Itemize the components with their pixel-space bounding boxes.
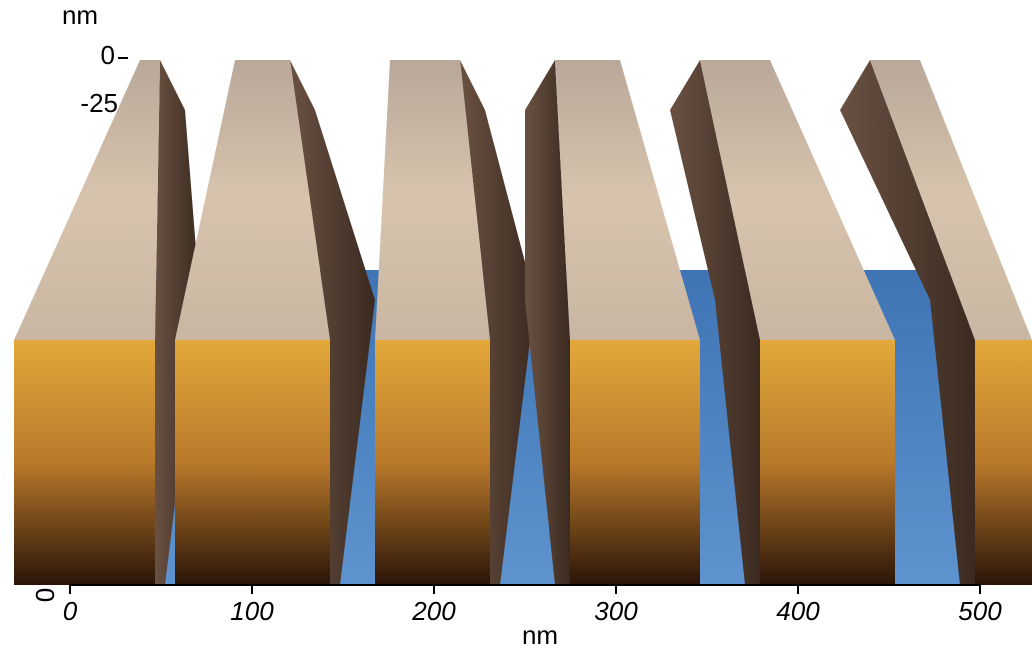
ridge-front bbox=[14, 340, 155, 585]
x-tick-label: 500 bbox=[958, 596, 1002, 626]
ridge-front bbox=[975, 340, 1032, 585]
afm-image: nm 0 -25 0 0 100 200 300 400 500 nm bbox=[0, 0, 1032, 650]
ridge-front bbox=[375, 340, 490, 585]
x-tick-label: 300 bbox=[594, 596, 638, 626]
x-tick-label: 400 bbox=[776, 596, 820, 626]
x-tick-label: 100 bbox=[230, 596, 274, 626]
z-axis-label: nm bbox=[62, 0, 98, 30]
z-tick-label: -25 bbox=[80, 88, 118, 118]
ridge-front bbox=[760, 340, 895, 585]
x-axis-label: nm bbox=[522, 620, 558, 650]
y-tick-label: 0 bbox=[30, 588, 60, 602]
ridge-front bbox=[570, 340, 700, 585]
z-tick-label: 0 bbox=[101, 40, 115, 70]
ridge-front bbox=[175, 340, 330, 585]
surface bbox=[14, 60, 1032, 585]
x-tick-label: 200 bbox=[411, 596, 456, 626]
x-tick-label: 0 bbox=[63, 596, 78, 626]
